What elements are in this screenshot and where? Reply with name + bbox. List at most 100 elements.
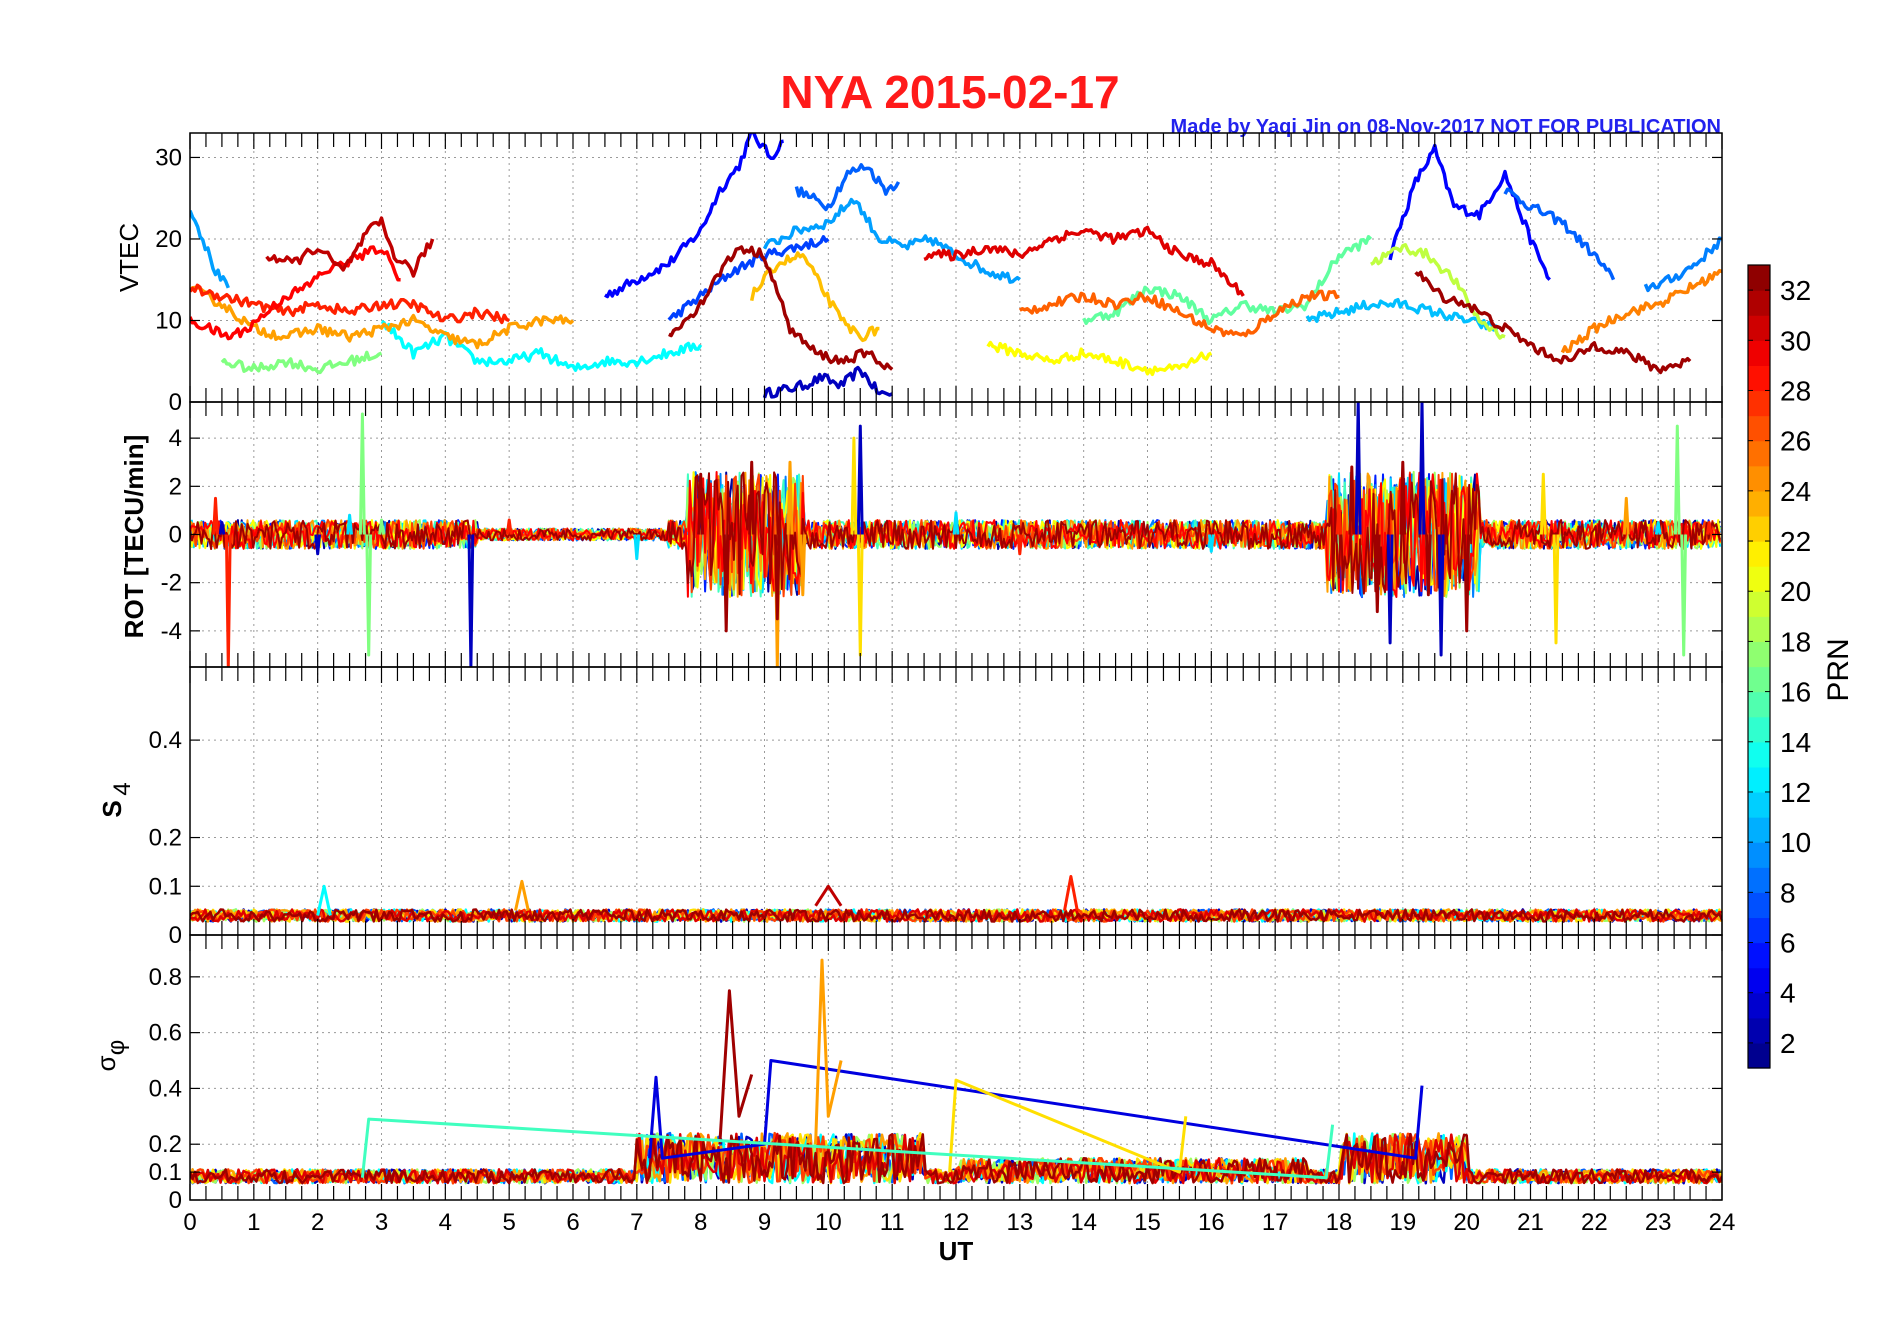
spike-prn-12 xyxy=(346,513,353,535)
colorbar-label: PRN xyxy=(1822,638,1855,701)
spike-prn-28 xyxy=(1335,504,1343,535)
spike-prn-28 xyxy=(224,534,232,667)
y-tick-label: 0.8 xyxy=(149,964,182,991)
colorbar-swatch xyxy=(1748,741,1770,768)
y-axis-label: VTEC xyxy=(114,223,144,292)
y-tick-label: 0.2 xyxy=(149,825,182,852)
colorbar-tick-label: 26 xyxy=(1780,426,1811,457)
series-prn-11 xyxy=(1305,297,1500,332)
x-tick-label: 5 xyxy=(502,1209,515,1236)
series-prn-32 xyxy=(190,1132,1722,1185)
series-prn-26 xyxy=(1018,289,1340,338)
colorbar-tick-label: 24 xyxy=(1780,476,1811,507)
spike-prn-12 xyxy=(1207,534,1215,553)
colorbar-swatch xyxy=(1748,390,1770,417)
colorbar-tick-label: 2 xyxy=(1780,1028,1796,1059)
spike-prn-24 xyxy=(514,879,530,911)
data-lines xyxy=(190,133,1722,399)
spike-prn-22 xyxy=(856,534,864,657)
panel-s4: 0 0.1 0.2 0.4 S 4 xyxy=(97,666,1723,949)
y-tick-label: 30 xyxy=(155,144,182,171)
spike-prn-22 xyxy=(948,1078,1188,1174)
colorbar-tick-label: 4 xyxy=(1780,978,1796,1009)
spike-prn-3 xyxy=(1354,402,1362,535)
series-prn-10 xyxy=(190,209,230,289)
colorbar-tick-label: 6 xyxy=(1780,928,1796,959)
series-prn-23 xyxy=(749,251,880,343)
y-axis-label: S xyxy=(97,800,127,817)
spike-prn-32 xyxy=(1373,534,1381,614)
y-tick-label: -2 xyxy=(161,570,182,597)
x-ticks xyxy=(189,133,1723,402)
spike-prn-31 xyxy=(814,884,843,907)
spike-prn-3 xyxy=(1418,402,1426,535)
colorbar-swatch xyxy=(1748,641,1770,668)
series-prn-31 xyxy=(265,216,435,278)
colorbar-swatch xyxy=(1748,666,1770,693)
series-prn-9 xyxy=(1643,236,1722,293)
spike-prn-17 xyxy=(378,518,385,535)
colorbar-swatch xyxy=(1748,967,1770,994)
colorbar-tick-label: 12 xyxy=(1780,777,1811,808)
y-tick-label: 0 xyxy=(169,522,182,549)
spike-prn-22 xyxy=(1539,472,1547,535)
y-tick-label: 0.4 xyxy=(149,1075,182,1102)
colorbar-swatch xyxy=(1748,1017,1770,1044)
x-tick-label: 10 xyxy=(815,1209,842,1236)
spike-prn-3 xyxy=(314,534,322,556)
spike-prn-28 xyxy=(1016,534,1024,556)
spike-prn-32 xyxy=(697,472,705,535)
series-prn-21 xyxy=(986,340,1213,377)
colorbar-swatch xyxy=(1748,616,1770,643)
x-tick-label: 7 xyxy=(630,1209,643,1236)
colorbar-swatch xyxy=(1748,440,1770,467)
series-prn-30 xyxy=(923,225,1245,297)
colorbar-swatch xyxy=(1748,1042,1770,1069)
colorbar-tick-label: 28 xyxy=(1780,375,1811,406)
grid xyxy=(190,667,1722,935)
spike-prn-32 xyxy=(1348,465,1356,535)
colorbar-tick-label: 8 xyxy=(1780,877,1796,908)
colorbar-swatch xyxy=(1748,566,1770,592)
colorbar-swatch xyxy=(1748,591,1770,617)
spike-prn-17 xyxy=(358,412,366,535)
colorbar-swatch xyxy=(1748,992,1770,1019)
x-tick-label: 14 xyxy=(1070,1209,1097,1236)
colorbar-swatch xyxy=(1748,842,1770,868)
series-prn-13 xyxy=(380,319,703,372)
series-prn-30 xyxy=(190,1132,1722,1185)
colorbar-swatch xyxy=(1748,415,1770,442)
series-prn-28 xyxy=(190,283,510,325)
y-tick-label: -4 xyxy=(161,618,182,645)
series-prn-16 xyxy=(1082,235,1373,326)
spike-prn-17 xyxy=(1673,424,1681,535)
spike-prn-3 xyxy=(1386,534,1394,645)
spike-prn-17 xyxy=(1680,534,1688,657)
series-prn-32 xyxy=(1414,270,1692,375)
x-tick-label: 16 xyxy=(1198,1209,1225,1236)
colorbar-swatch xyxy=(1748,766,1770,793)
y-tick-label: 0 xyxy=(169,1187,182,1214)
colorbar-tick-label: 20 xyxy=(1780,576,1811,607)
colorbar-tick-label: 22 xyxy=(1780,526,1811,557)
x-tick-label: 17 xyxy=(1262,1209,1289,1236)
y-axis-label-subscript: φ xyxy=(103,1040,130,1056)
x-tick-label: 4 xyxy=(439,1209,452,1236)
colorbar-swatch xyxy=(1748,315,1770,341)
spike-prn-15 xyxy=(360,1117,1335,1180)
y-tick-label: 0.2 xyxy=(149,1131,182,1158)
x-tick-label: 19 xyxy=(1389,1209,1416,1236)
colorbar-swatch xyxy=(1748,365,1770,392)
spike-prn-32 xyxy=(773,534,781,621)
spike-prn-32 xyxy=(722,534,730,633)
x-axis-label: UT xyxy=(939,1236,974,1266)
colorbar-swatch xyxy=(1748,340,1770,366)
spike-prn-32 xyxy=(1399,460,1407,535)
x-tick-label: 23 xyxy=(1645,1209,1672,1236)
spike-prn-12 xyxy=(1654,521,1662,535)
data-lines xyxy=(190,402,1722,667)
spike-prn-28 xyxy=(1705,521,1713,535)
colorbar-tick-label: 18 xyxy=(1780,626,1811,657)
